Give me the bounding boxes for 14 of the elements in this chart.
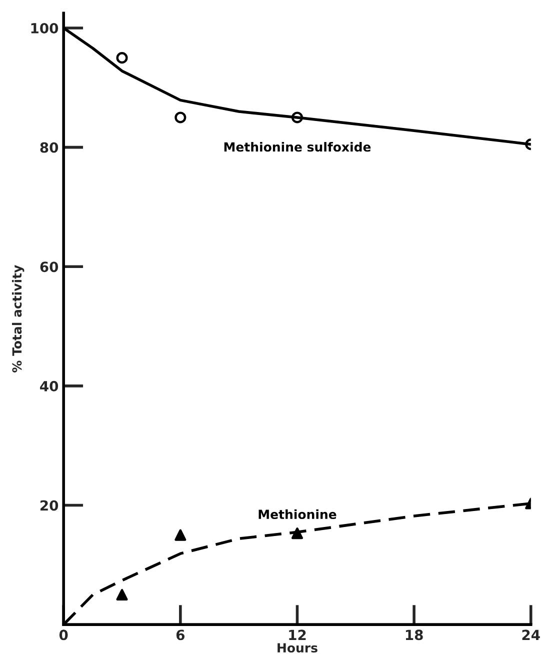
series-label: Methionine <box>258 509 336 520</box>
y-tick-label: 20 <box>40 500 58 511</box>
x-axis-title: Hours <box>278 643 318 653</box>
y-tick-label: 80 <box>40 142 58 153</box>
y-tick-label: 60 <box>40 262 58 272</box>
x-tick-label: 24 <box>522 630 540 640</box>
y-axis-title: % Total activity <box>12 265 24 372</box>
y-tick-label: 100 <box>31 22 58 34</box>
x-tick-label: 0 <box>59 630 68 640</box>
series-label: Methionine sulfoxide <box>224 142 371 152</box>
x-tick-label: 12 <box>289 630 306 640</box>
x-tick-label: 6 <box>176 630 184 640</box>
y-tick-label: 40 <box>40 380 58 392</box>
x-tick-label: 18 <box>406 630 423 640</box>
